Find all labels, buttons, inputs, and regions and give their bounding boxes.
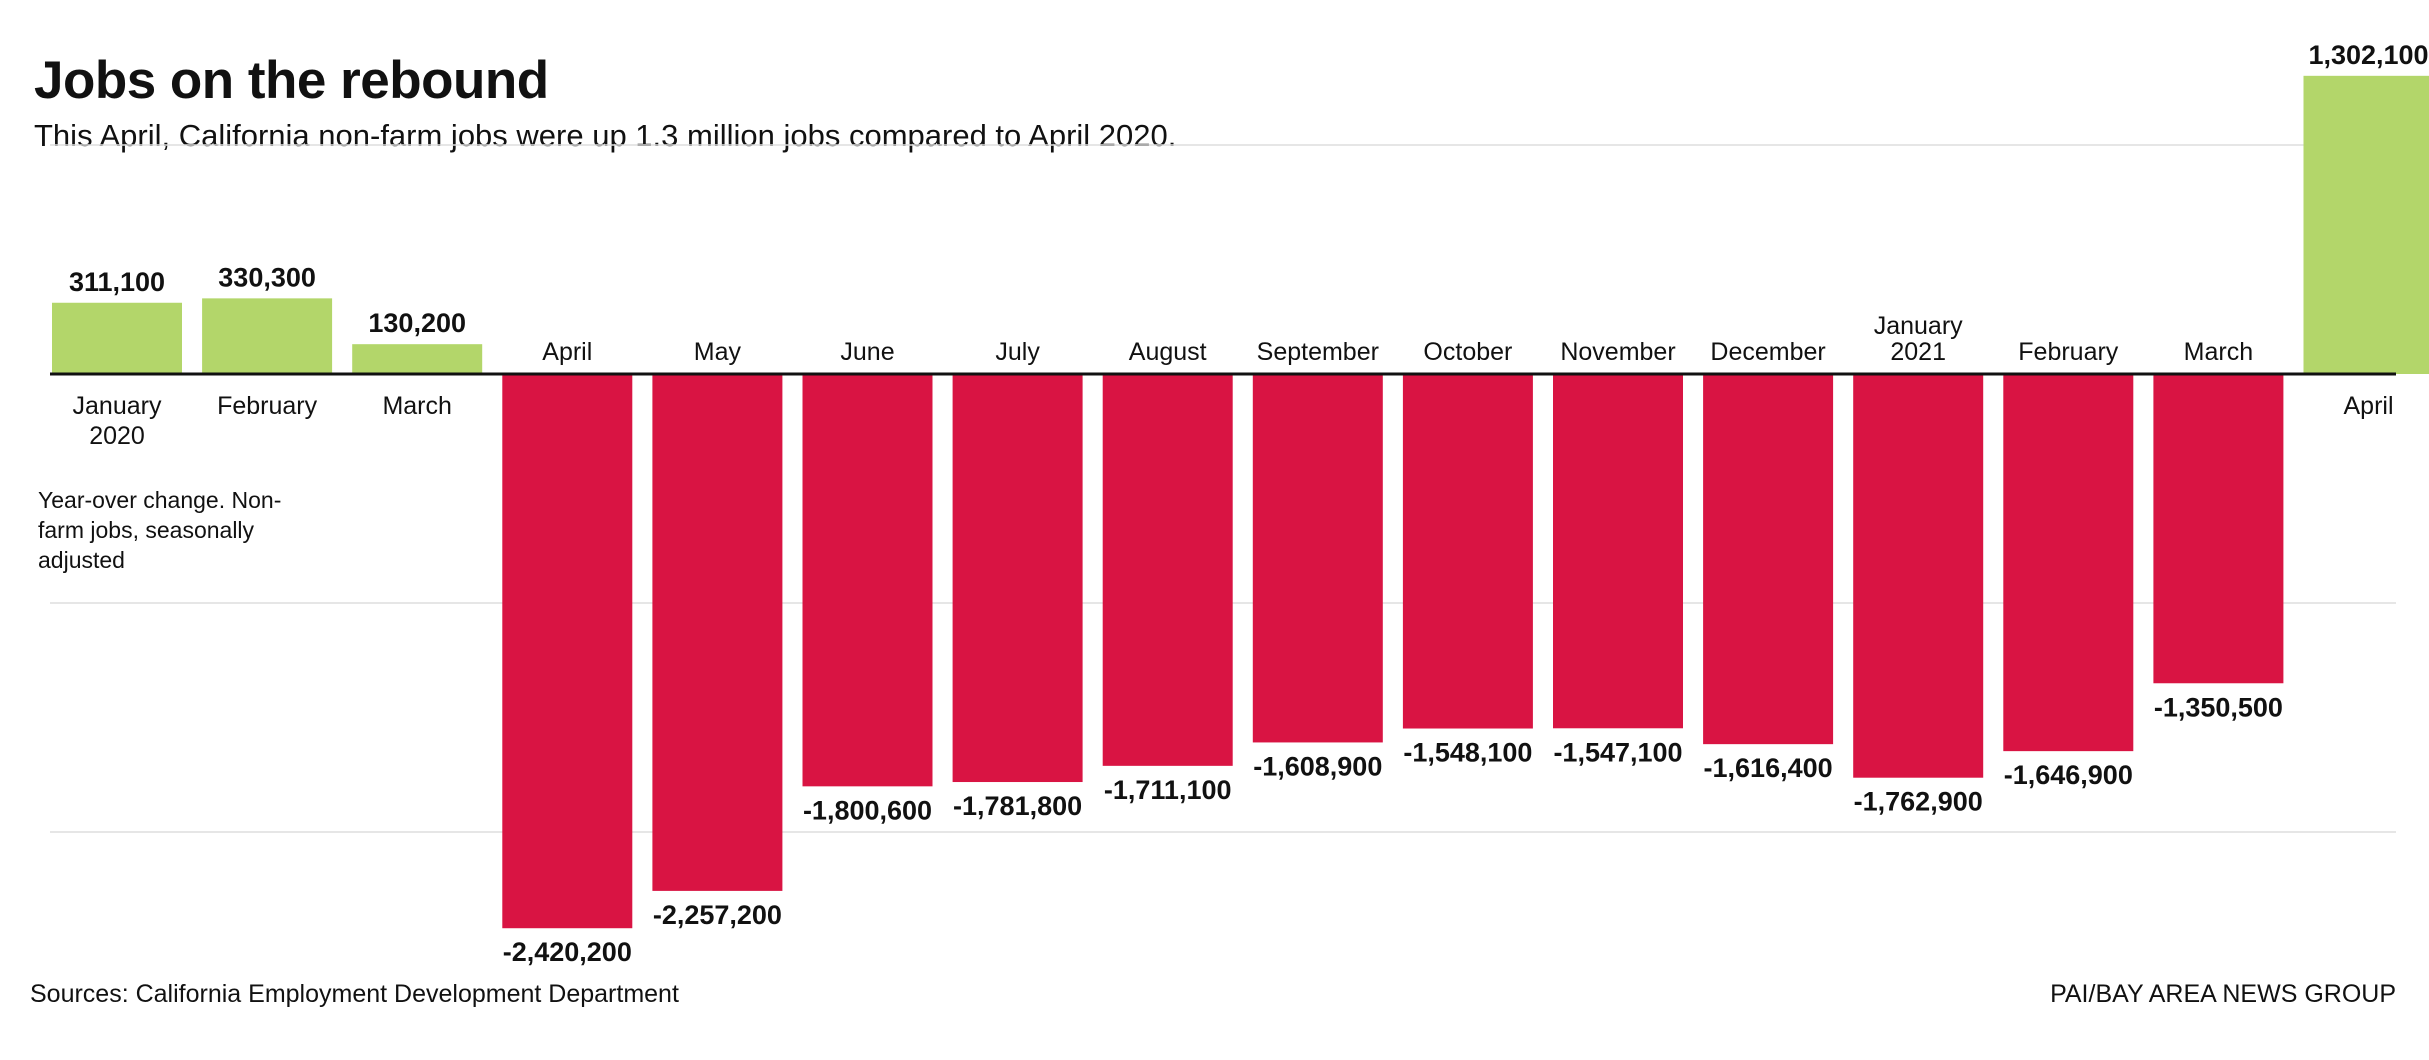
category-label: November bbox=[1560, 338, 1675, 366]
bar-value-label: 130,200 bbox=[368, 308, 466, 338]
bar bbox=[2003, 374, 2134, 752]
category-label: April bbox=[542, 338, 592, 366]
category-label: February bbox=[2018, 338, 2119, 366]
bar bbox=[1102, 374, 1233, 766]
bar bbox=[1553, 374, 1683, 729]
bar-value-label: 330,300 bbox=[218, 262, 316, 292]
bar bbox=[352, 344, 483, 374]
bar-value-label: -1,646,900 bbox=[2004, 760, 2133, 790]
bar bbox=[1252, 374, 1383, 743]
bar-value-label: -2,257,200 bbox=[653, 900, 782, 930]
bar bbox=[952, 374, 1083, 783]
bar-value-label: -1,608,900 bbox=[1253, 751, 1382, 781]
bar-value-label: -1,781,800 bbox=[953, 791, 1082, 821]
category-label: January bbox=[1874, 312, 1963, 340]
category-label: June bbox=[840, 338, 894, 366]
bar-value-label: -1,762,900 bbox=[1854, 787, 1983, 817]
bar bbox=[2303, 75, 2429, 375]
bar-value-label: -1,350,500 bbox=[2154, 692, 2283, 722]
category-label: July bbox=[995, 338, 1040, 366]
category-label: October bbox=[1423, 338, 1512, 366]
bar bbox=[802, 374, 933, 787]
bar-value-label: -2,420,200 bbox=[503, 937, 632, 967]
chart-subtitle: This April, California non-farm jobs wer… bbox=[34, 118, 1177, 153]
category-label: 2020 bbox=[89, 422, 145, 450]
category-label: August bbox=[1129, 338, 1207, 366]
source-credit: Sources: California Employment Developme… bbox=[30, 980, 679, 1008]
bar bbox=[1853, 374, 1984, 778]
bar-value-label: -1,616,400 bbox=[1704, 753, 1833, 783]
bar bbox=[502, 374, 633, 929]
bar bbox=[2153, 374, 2284, 684]
bar-value-label: 1,302,100 bbox=[2308, 40, 2428, 70]
bar-value-label: 311,100 bbox=[69, 267, 165, 297]
category-label: February bbox=[217, 392, 318, 420]
chart-note: Year-over change. Non-farm jobs, seasona… bbox=[38, 487, 282, 573]
bar bbox=[1402, 374, 1533, 729]
bar-value-label: -1,547,100 bbox=[1553, 737, 1682, 767]
category-label: September bbox=[1257, 338, 1379, 366]
bar bbox=[202, 298, 333, 374]
category-label: January bbox=[73, 392, 162, 420]
category-label: 2021 bbox=[1890, 338, 1946, 366]
bar bbox=[52, 302, 182, 374]
category-label: December bbox=[1710, 338, 1825, 366]
bar-value-label: -1,711,100 bbox=[1104, 775, 1232, 805]
publisher-credit: PAI/BAY AREA NEWS GROUP bbox=[2050, 980, 2396, 1008]
bar-value-label: -1,548,100 bbox=[1403, 738, 1532, 768]
bar bbox=[652, 374, 783, 891]
category-label: May bbox=[694, 338, 742, 366]
bar-value-label: -1,800,600 bbox=[803, 795, 932, 825]
category-label: April bbox=[2343, 392, 2393, 420]
category-label: March bbox=[2184, 338, 2253, 366]
category-label: March bbox=[382, 392, 451, 420]
chart-title: Jobs on the rebound bbox=[34, 51, 549, 110]
bar bbox=[1703, 374, 1834, 745]
